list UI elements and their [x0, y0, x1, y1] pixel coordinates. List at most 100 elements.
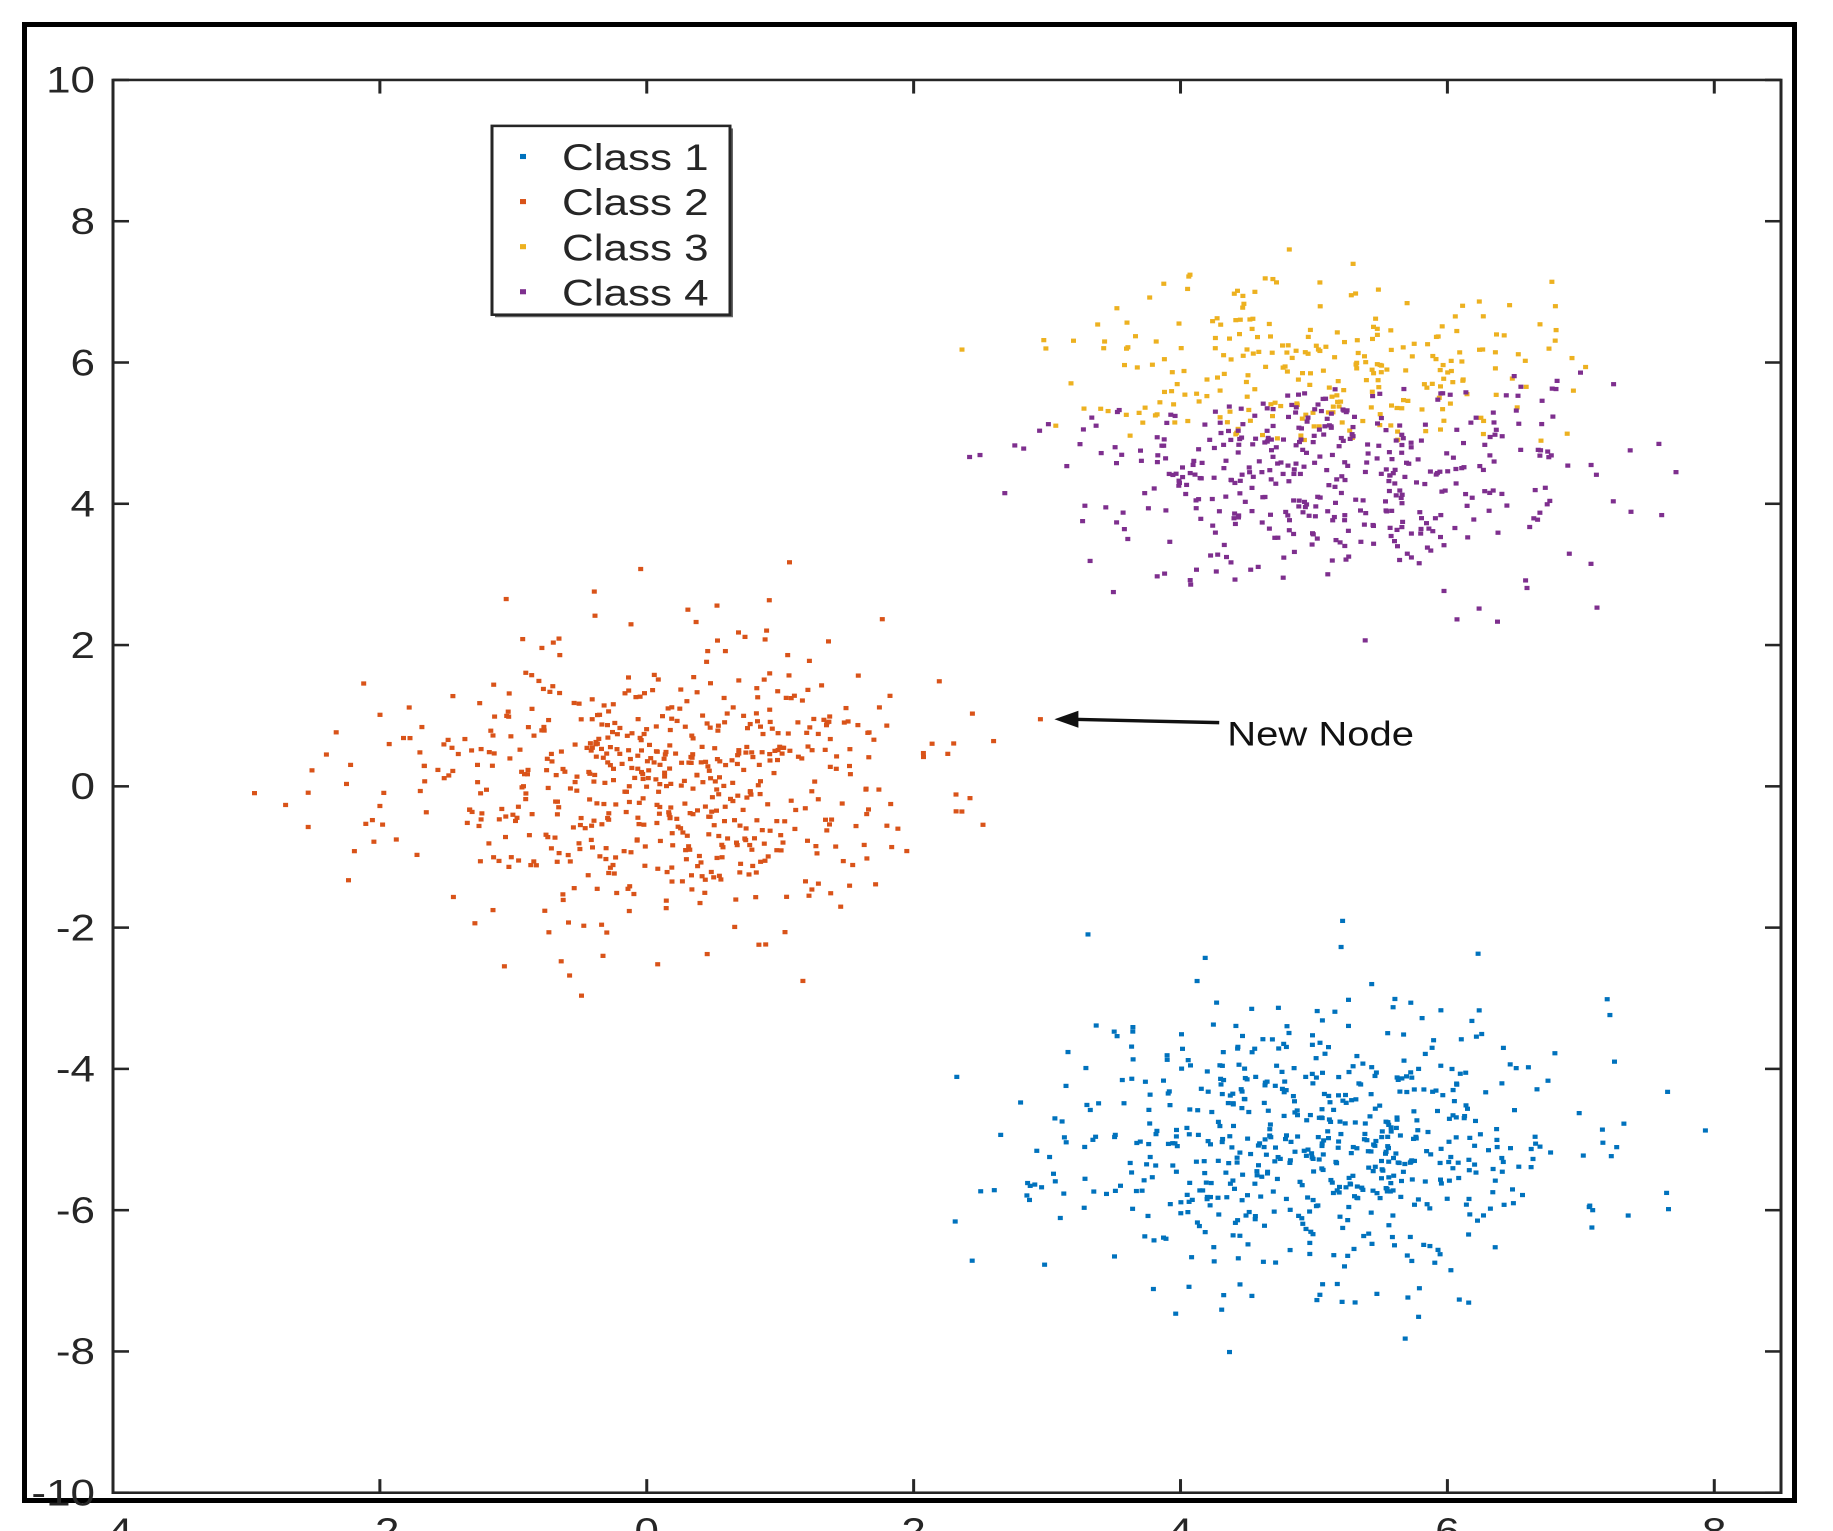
point-class-2: [750, 863, 756, 869]
point-class-3: [1447, 401, 1453, 406]
point-class-1: [1413, 1136, 1419, 1141]
point-class-1: [1446, 1178, 1452, 1183]
point-class-2: [864, 811, 870, 817]
point-class-2: [520, 636, 526, 642]
point-class-4: [1611, 382, 1617, 387]
point-class-1: [1492, 1245, 1498, 1250]
point-class-1: [1027, 1197, 1032, 1203]
point-class-1: [1416, 1066, 1422, 1072]
point-class-4: [1089, 415, 1095, 420]
point-class-2: [788, 798, 794, 803]
point-class-2: [639, 748, 644, 753]
point-class-1: [1416, 1286, 1422, 1291]
point-class-2: [742, 836, 748, 841]
point-class-2: [503, 814, 509, 819]
point-class-1: [1194, 978, 1200, 984]
point-class-1: [1432, 1260, 1438, 1265]
point-class-3: [1266, 321, 1272, 327]
y-tick-label: -4: [56, 1048, 95, 1090]
point-class-2: [650, 688, 656, 693]
point-class-1: [1479, 1031, 1485, 1037]
point-class-2: [678, 687, 684, 692]
point-class-2: [716, 792, 722, 797]
point-class-3: [1294, 402, 1300, 407]
point-class-2: [605, 735, 611, 740]
point-class-4: [1336, 444, 1342, 449]
point-class-3: [1353, 291, 1359, 296]
point-class-1: [1421, 1242, 1427, 1247]
point-class-3: [1419, 407, 1425, 412]
point-class-3: [1284, 369, 1290, 374]
point-class-2: [704, 659, 710, 664]
point-class-1: [1419, 1015, 1425, 1021]
point-class-4: [1238, 406, 1244, 411]
point-class-4: [1480, 467, 1486, 473]
point-class-2: [809, 789, 815, 794]
point-class-4: [1537, 453, 1543, 458]
point-class-1: [1589, 1225, 1595, 1230]
point-class-2: [847, 747, 853, 752]
point-class-2: [525, 725, 531, 730]
point-class-2: [525, 767, 531, 773]
point-class-3: [1515, 352, 1521, 357]
point-class-2: [737, 870, 743, 875]
point-class-1: [1179, 1066, 1185, 1071]
point-class-4: [1304, 502, 1310, 507]
point-class-2: [668, 805, 674, 810]
y-tick-label: 10: [46, 59, 95, 101]
point-class-1: [1472, 1162, 1478, 1167]
point-class-1: [1180, 1046, 1185, 1051]
point-class-2: [694, 772, 700, 777]
point-class-1: [1061, 1135, 1067, 1140]
point-class-1: [1231, 1123, 1236, 1129]
point-class-2: [730, 705, 736, 710]
point-class-4: [1538, 448, 1544, 453]
point-class-3: [1375, 378, 1381, 383]
point-class-2: [441, 776, 447, 781]
point-class-2: [732, 818, 737, 823]
point-class-4: [1161, 437, 1167, 442]
point-class-2: [665, 706, 671, 711]
point-class-2: [491, 855, 497, 860]
point-class-4: [1209, 496, 1215, 502]
point-class-4: [1358, 539, 1364, 544]
point-class-1: [1252, 1213, 1258, 1219]
point-class-4: [1516, 421, 1522, 426]
point-class-2: [734, 761, 740, 767]
point-class-4: [1375, 421, 1380, 426]
point-class-2: [515, 804, 521, 809]
point-class-4: [1151, 486, 1157, 491]
point-class-4: [1021, 446, 1027, 451]
point-class-4: [1365, 451, 1371, 456]
point-class-2: [805, 838, 810, 843]
point-class-2: [519, 785, 525, 790]
point-class-2: [591, 779, 597, 784]
point-class-4: [1439, 489, 1445, 494]
point-class-2: [716, 833, 722, 839]
point-class-1: [1220, 1136, 1226, 1142]
point-class-3: [1068, 381, 1074, 386]
point-class-2: [775, 731, 781, 736]
point-class-1: [1287, 1158, 1293, 1163]
point-class-2: [519, 769, 525, 774]
point-class-4: [1333, 537, 1339, 543]
point-class-2: [604, 930, 610, 935]
point-class-4: [1360, 498, 1366, 503]
point-class-1: [1130, 1206, 1136, 1211]
point-class-2: [753, 895, 759, 900]
point-class-2: [778, 848, 784, 853]
point-class-3: [1399, 406, 1405, 411]
point-class-1: [1207, 1203, 1213, 1208]
point-class-2: [653, 777, 659, 782]
point-class-1: [1336, 1074, 1342, 1080]
point-class-2: [528, 862, 534, 868]
point-class-1: [1465, 1106, 1470, 1111]
point-class-2: [762, 858, 768, 863]
point-class-2: [689, 733, 695, 738]
point-class-4: [1172, 413, 1178, 419]
point-class-3: [1440, 407, 1446, 412]
point-class-4: [1260, 401, 1266, 406]
point-class-4: [1493, 427, 1499, 432]
point-class-2: [566, 920, 571, 925]
point-class-3: [1133, 334, 1138, 339]
